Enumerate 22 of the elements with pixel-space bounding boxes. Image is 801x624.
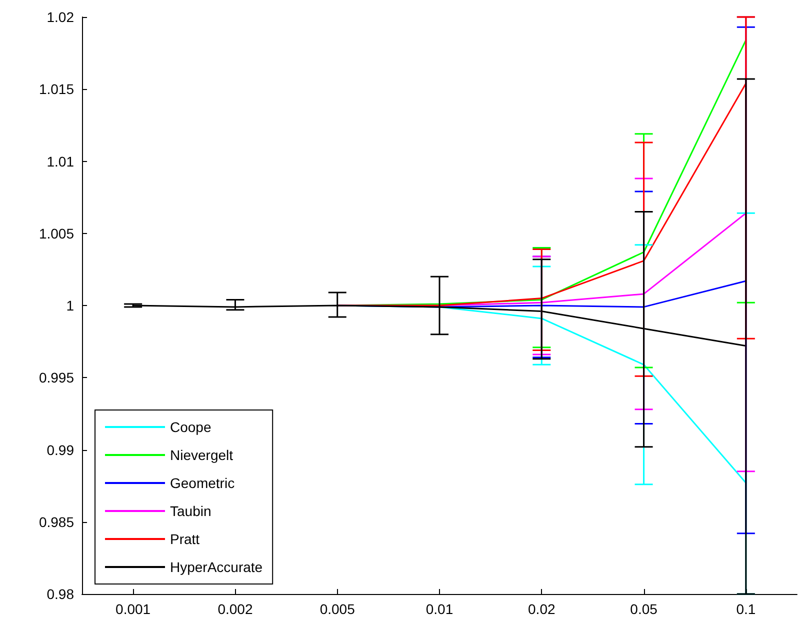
- x-tick-label: 0.02: [528, 601, 556, 617]
- legend-label: Geometric: [170, 475, 235, 491]
- x-tick-label: 0.1: [736, 601, 756, 617]
- legend-label: Nievergelt: [170, 447, 234, 463]
- y-tick-label: 0.98: [46, 586, 74, 602]
- x-tick-label: 0.01: [426, 601, 454, 617]
- legend-label: Taubin: [170, 503, 212, 519]
- x-tick-label: 0.05: [630, 601, 658, 617]
- legend-label: Coope: [170, 419, 212, 435]
- x-tick-label: 0.005: [320, 601, 356, 617]
- y-tick-label: 0.985: [38, 514, 74, 530]
- legend-label: HyperAccurate: [170, 559, 263, 575]
- y-tick-label: 1.005: [38, 225, 74, 242]
- y-tick-label: 1.01: [46, 153, 74, 170]
- y-tick-label: 1.015: [38, 81, 74, 98]
- legend-label: Pratt: [170, 531, 200, 547]
- x-tick-label: 0.002: [218, 601, 253, 617]
- y-tick-label: 0.99: [46, 442, 74, 458]
- y-tick-label: 1.02: [46, 9, 74, 25]
- y-tick-label: 1: [66, 298, 74, 314]
- x-tick-label: 0.001: [116, 601, 151, 617]
- y-tick-label: 0.995: [38, 370, 74, 386]
